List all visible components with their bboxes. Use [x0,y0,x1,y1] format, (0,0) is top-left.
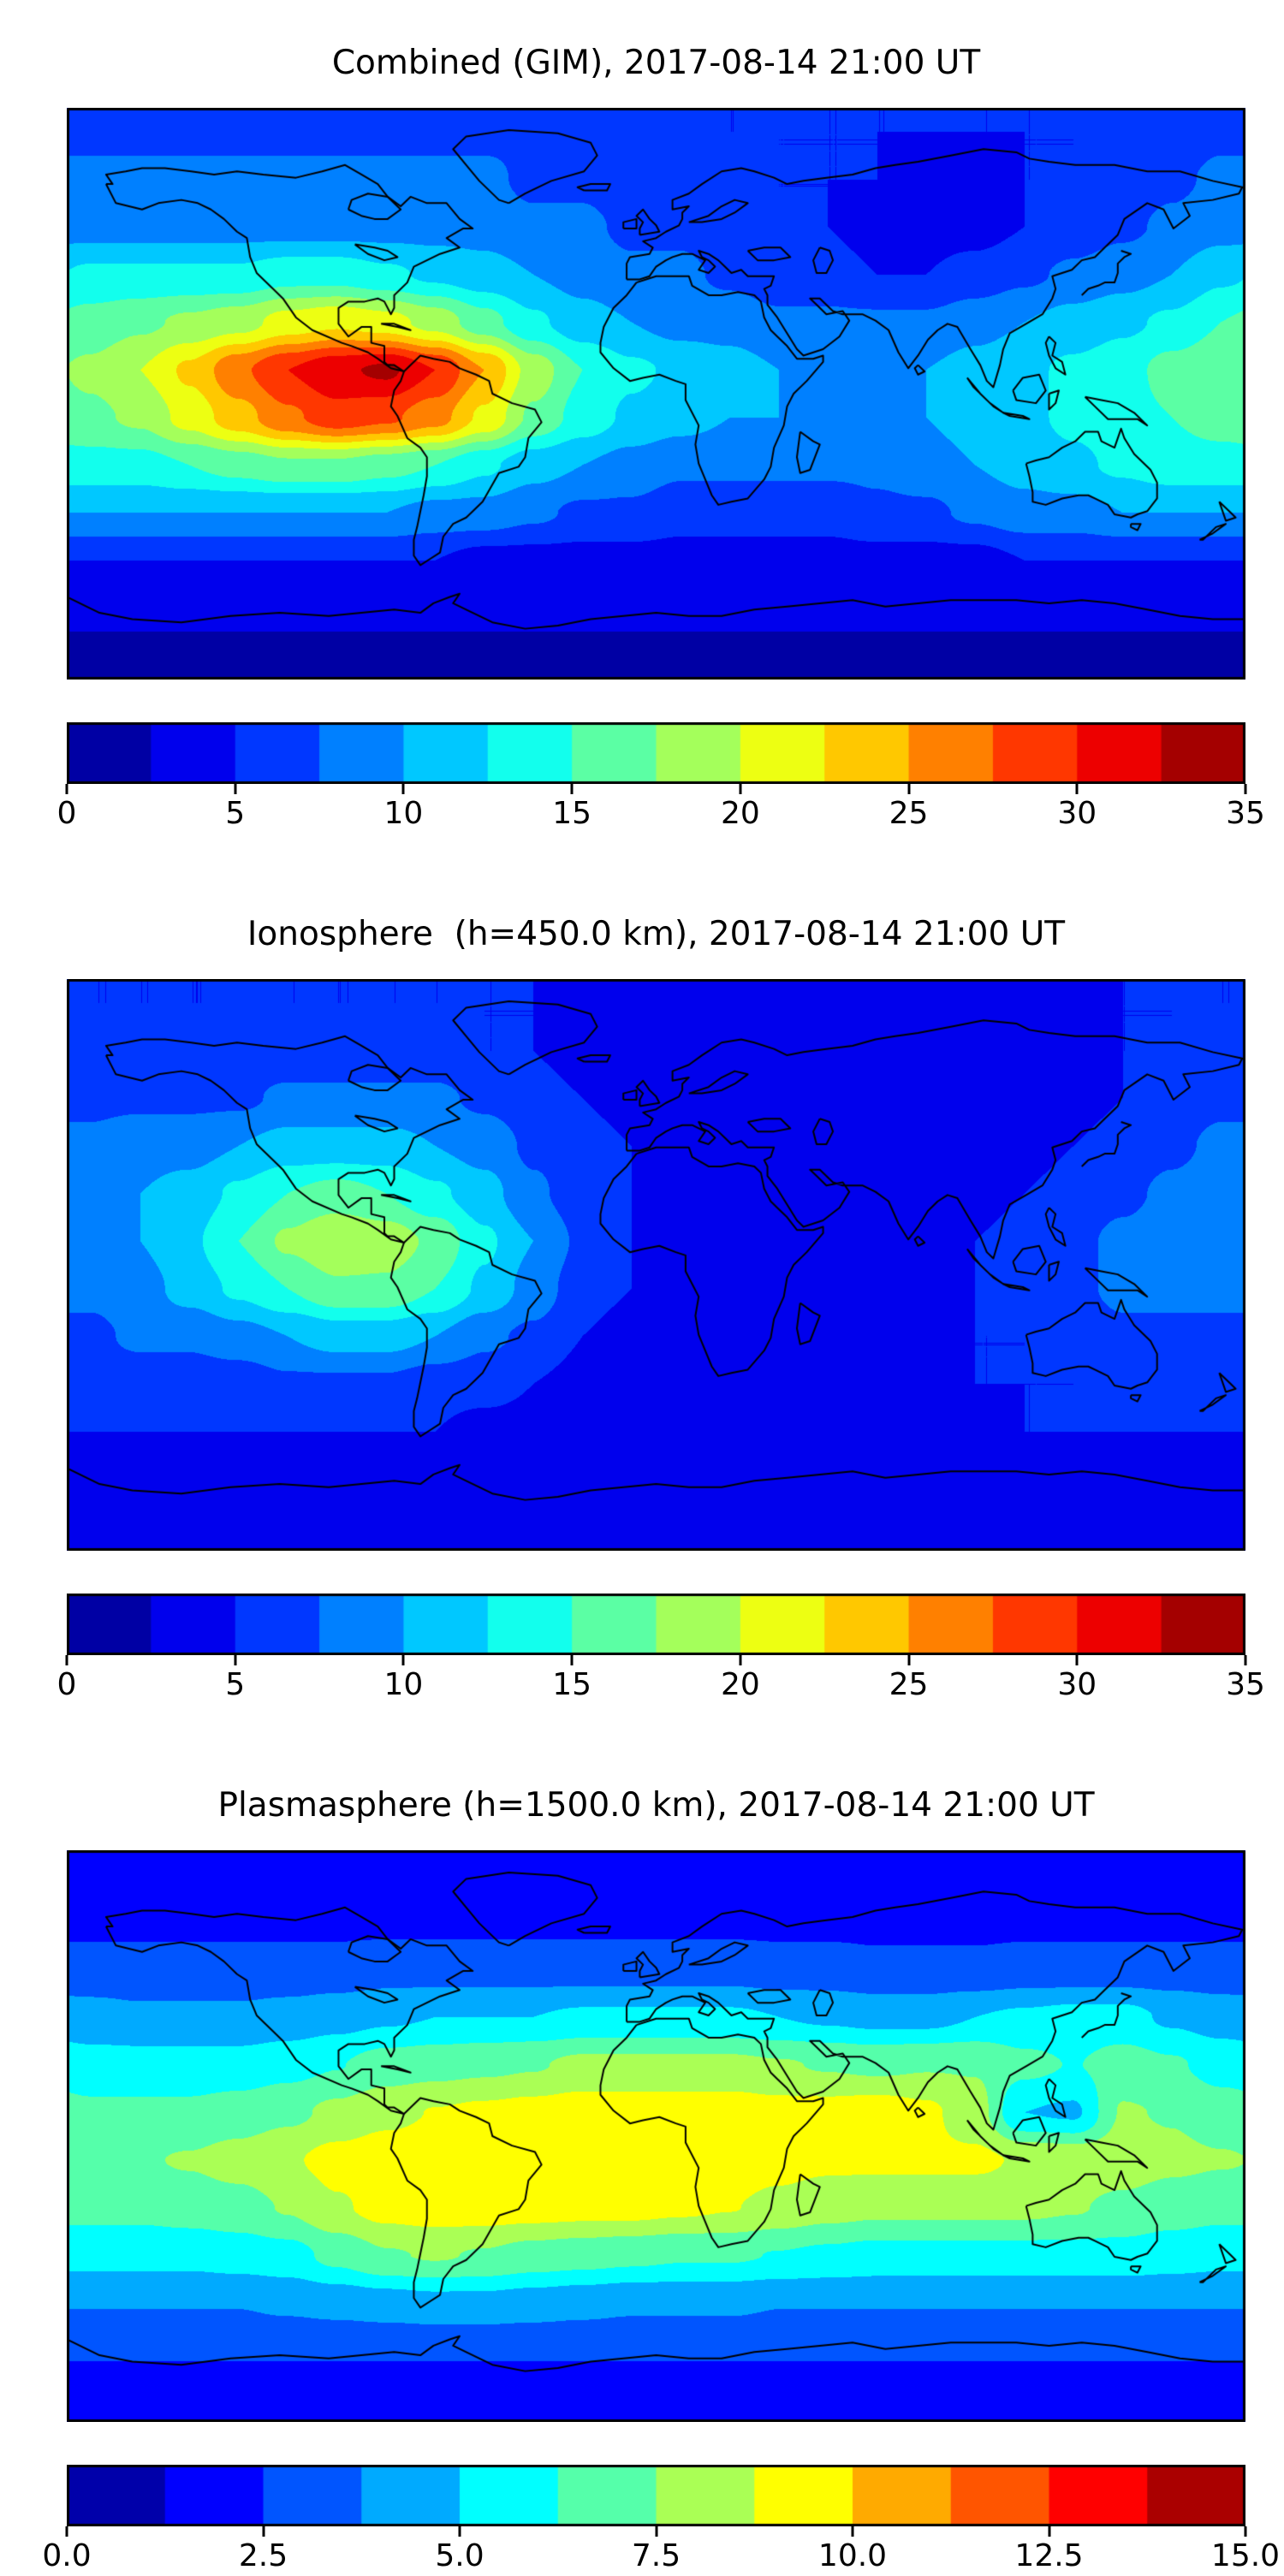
colorbar-tick [570,784,574,794]
colorbar-tick [1244,2526,1247,2537]
colorbar-tick [1075,784,1079,794]
colorbar-tick-label: 15.0 [1210,2538,1281,2573]
map-panel-combined: Combined (GIM), 2017-08-14 21:00 UT 0 5 10… [0,39,1284,834]
colorbar-tick [1244,1655,1247,1665]
colorbar-tick-label: 35 [1226,796,1265,831]
map-panel-ionosphere: Ionosphere (h=450.0 km), 2017-08-14 21:0… [0,911,1284,1705]
world-map-combined [67,108,1245,680]
map-panel-plasmasphere: Plasmasphere (h=1500.0 km), 2017-08-14 2… [0,1782,1284,2576]
colorbar-tick-label: 15 [552,1667,592,1702]
colorbar-tick-label: 25 [889,1667,929,1702]
colorbar-tick-label: 0 [56,796,77,831]
colorbar-tick-label: 0.0 [42,2538,92,2573]
colorbar-tick [739,784,742,794]
colorbar-tick-label: 12.5 [1014,2538,1084,2573]
colorbar-ticks: 0 5 10 15 20 25 30 35 [57,784,1265,834]
colorbar-tick [851,2526,854,2537]
colorbar-tick-label: 2.5 [238,2538,288,2573]
colorbar-tick-label: 5 [225,1667,246,1702]
panel-title: Ionosphere (h=450.0 km), 2017-08-14 21:0… [247,915,1066,953]
colorbar-tick [907,1655,911,1665]
colorbar-tick-label: 20 [720,1667,760,1702]
colorbar-tick-label: 10 [383,796,424,831]
colorbar-tick [262,2526,265,2537]
colorbar-combined [67,722,1245,784]
colorbar-tick-label: 10.0 [817,2538,888,2573]
colorbar-ionosphere [67,1594,1245,1655]
colorbar-tick-label: 30 [1057,796,1097,831]
colorbar-plasmasphere [67,2465,1245,2526]
colorbar-tick [1048,2526,1050,2537]
colorbar-tick-label: 20 [720,796,760,831]
colorbar-tick [401,784,405,794]
colorbar-tick [458,2526,461,2537]
colorbar-tick-label: 15 [552,796,592,831]
colorbar-tick-label: 35 [1226,1667,1265,1702]
colorbar-tick-label: 0 [56,1667,77,1702]
colorbar-tick [570,1655,574,1665]
colorbar-tick-label: 5.0 [435,2538,484,2573]
colorbar-ticks: 0 5 10 15 20 25 30 35 [57,1655,1265,1705]
panel-title: Combined (GIM), 2017-08-14 21:00 UT [331,44,981,82]
colorbar-tick-label: 10 [383,1667,424,1702]
panel-title: Plasmasphere (h=1500.0 km), 2017-08-14 2… [217,1786,1095,1825]
colorbar-tick [1075,1655,1079,1665]
colorbar-tick [234,1655,237,1665]
colorbar-tick [739,1655,742,1665]
colorbar-tick-label: 5 [225,796,246,831]
colorbar-ticks: 0.0 2.5 5.0 7.5 10.0 12.5 15.0 [42,2526,1280,2576]
colorbar-tick [234,784,237,794]
colorbar-tick [65,2526,68,2537]
colorbar-tick [401,1655,405,1665]
world-map-plasmasphere [67,1850,1245,2422]
colorbar-tick [65,1655,68,1665]
colorbar-tick [1244,784,1247,794]
colorbar-tick-label: 25 [889,796,929,831]
colorbar-tick-label: 30 [1057,1667,1097,1702]
colorbar-tick-label: 7.5 [631,2538,681,2573]
colorbar-tick [65,784,68,794]
colorbar-tick [655,2526,657,2537]
colorbar-tick [907,784,911,794]
world-map-ionosphere [67,979,1245,1551]
